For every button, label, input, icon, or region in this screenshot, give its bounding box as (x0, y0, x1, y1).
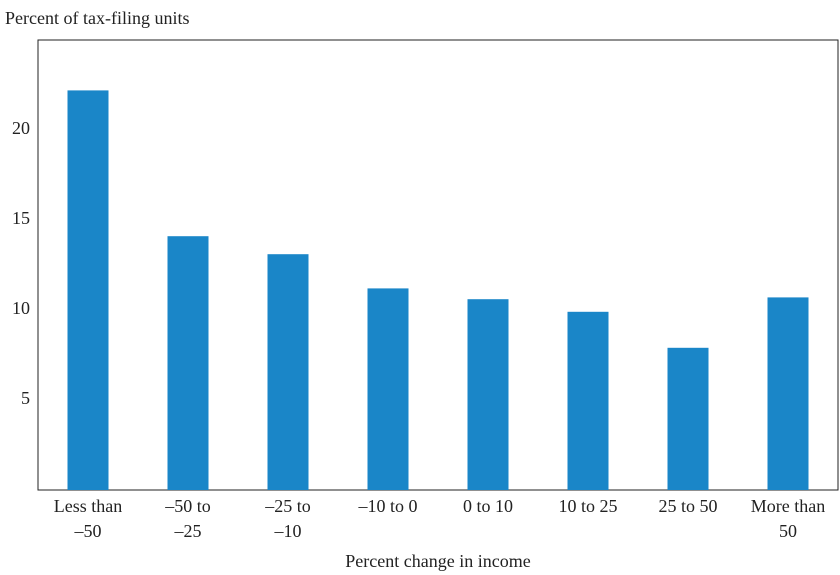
bar (667, 347, 709, 490)
bar (67, 90, 109, 491)
y-tick-label: 20 (12, 118, 30, 138)
x-tick-label: 50 (779, 521, 797, 541)
x-tick-label: Less than (54, 496, 122, 516)
x-tick-label: –25 to (264, 496, 311, 516)
x-tick-label: –10 (274, 521, 302, 541)
bar (367, 288, 409, 490)
y-tick-label: 5 (21, 388, 30, 408)
bar (167, 236, 209, 490)
y-tick-label: 15 (12, 208, 30, 228)
x-tick-label: 25 to 50 (658, 496, 717, 516)
bar (767, 297, 809, 490)
y-tick-label: 10 (12, 298, 30, 318)
bar (267, 254, 309, 490)
bar (567, 311, 609, 490)
x-tick-label: 10 to 25 (558, 496, 617, 516)
x-tick-label: –50 (74, 521, 102, 541)
x-tick-label: –25 (174, 521, 202, 541)
x-tick-label: More than (751, 496, 825, 516)
x-tick-label: –10 to 0 (357, 496, 417, 516)
x-tick-label: 0 to 10 (463, 496, 513, 516)
bar (467, 299, 509, 490)
x-tick-label: –50 to (164, 496, 211, 516)
y-axis-label: Percent of tax-filing units (5, 8, 189, 28)
x-axis-label: Percent change in income (345, 551, 530, 571)
plot-frame (37, 39, 839, 491)
